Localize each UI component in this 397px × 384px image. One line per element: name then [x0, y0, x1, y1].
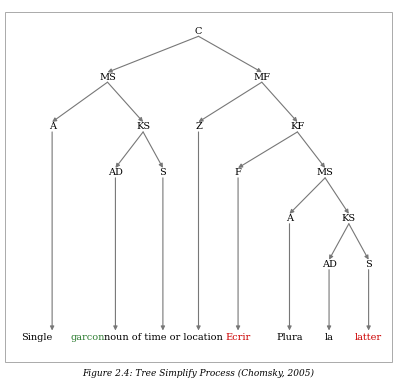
Text: Plura: Plura	[276, 333, 303, 342]
Text: A: A	[286, 214, 293, 223]
Text: AD: AD	[108, 168, 123, 177]
Text: Ecrir: Ecrir	[225, 333, 251, 342]
Text: S: S	[365, 260, 372, 269]
Text: AD: AD	[322, 260, 337, 269]
Text: noun of time or location: noun of time or location	[104, 333, 222, 342]
Text: MS: MS	[317, 168, 333, 177]
Text: Single: Single	[21, 333, 52, 342]
Text: A: A	[48, 122, 56, 131]
Text: Z: Z	[195, 122, 202, 131]
Text: latter: latter	[355, 333, 382, 342]
Text: C: C	[195, 27, 202, 36]
Text: MS: MS	[99, 73, 116, 82]
Text: F: F	[235, 168, 241, 177]
Text: KS: KS	[342, 214, 356, 223]
Text: KS: KS	[136, 122, 150, 131]
Text: Figure 2.4: Tree Simplify Process (Chomsky, 2005): Figure 2.4: Tree Simplify Process (Choms…	[83, 369, 314, 378]
Text: KF: KF	[290, 122, 304, 131]
Text: garcon: garcon	[71, 333, 105, 342]
Text: MF: MF	[253, 73, 270, 82]
Text: la: la	[325, 333, 333, 342]
Text: S: S	[160, 168, 166, 177]
